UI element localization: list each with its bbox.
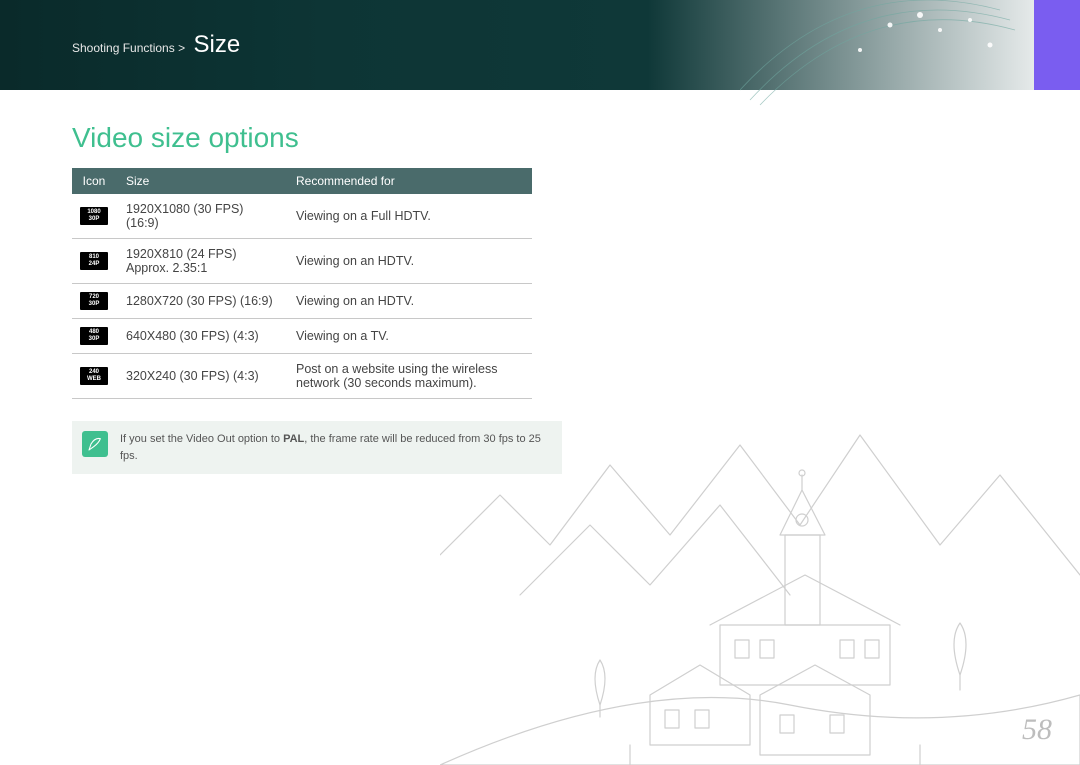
side-tab <box>1034 0 1080 90</box>
resolution-icon: 108030P <box>80 207 108 225</box>
breadcrumb: Shooting Functions > Size <box>72 31 240 59</box>
resolution-icon: 48030P <box>80 327 108 345</box>
section-title: Video size options <box>72 122 540 154</box>
table-row: 108030P 1920X1080 (30 FPS) (16:9)Viewing … <box>72 194 532 239</box>
note-bold: PAL <box>283 433 304 445</box>
cell-recommended: Post on a website using the wireless net… <box>286 354 532 399</box>
top-banner: Shooting Functions > Size <box>0 0 1080 90</box>
cell-icon: 240WEB <box>72 354 116 399</box>
cell-icon: 72030P <box>72 284 116 319</box>
resolution-icon: 72030P <box>80 292 108 310</box>
note-text: If you set the Video Out option to PAL, … <box>120 431 548 464</box>
cell-size: 640X480 (30 FPS) (4:3) <box>116 319 286 354</box>
resolution-icon: 240WEB <box>80 367 108 385</box>
resolution-icon: 81024P <box>80 252 108 270</box>
content: Video size options Icon Size Recommended… <box>0 90 540 474</box>
pen-note-icon <box>82 431 108 457</box>
cell-recommended: Viewing on a Full HDTV. <box>286 194 532 239</box>
decorative-swirl <box>740 0 1020 110</box>
breadcrumb-parent: Shooting Functions > <box>72 41 185 55</box>
cell-size: 1920X810 (24 FPS)Approx. 2.35:1 <box>116 239 286 284</box>
cell-icon: 48030P <box>72 319 116 354</box>
cell-recommended: Viewing on an HDTV. <box>286 239 532 284</box>
cell-recommended: Viewing on an HDTV. <box>286 284 532 319</box>
breadcrumb-current: Size <box>194 31 241 58</box>
col-icon: Icon <box>72 168 116 194</box>
cell-size: 1920X1080 (30 FPS) (16:9) <box>116 194 286 239</box>
table-header-row: Icon Size Recommended for <box>72 168 532 194</box>
table-row: 240WEB 320X240 (30 FPS) (4:3)Post on a we… <box>72 354 532 399</box>
table-row: 72030P 1280X720 (30 FPS) (16:9)Viewing on… <box>72 284 532 319</box>
page-number: 58 <box>1022 713 1052 747</box>
cell-recommended: Viewing on a TV. <box>286 319 532 354</box>
cell-size: 320X240 (30 FPS) (4:3) <box>116 354 286 399</box>
col-size: Size <box>116 168 286 194</box>
note-box: If you set the Video Out option to PAL, … <box>72 421 562 474</box>
col-recommended: Recommended for <box>286 168 532 194</box>
note-pre: If you set the Video Out option to <box>120 433 283 445</box>
cell-icon: 81024P <box>72 239 116 284</box>
table-row: 48030P 640X480 (30 FPS) (4:3)Viewing on a… <box>72 319 532 354</box>
cell-icon: 108030P <box>72 194 116 239</box>
cell-size: 1280X720 (30 FPS) (16:9) <box>116 284 286 319</box>
table-row: 81024P 1920X810 (24 FPS)Approx. 2.35:1Vie… <box>72 239 532 284</box>
video-size-table: Icon Size Recommended for 108030P 1920X10… <box>72 168 532 399</box>
